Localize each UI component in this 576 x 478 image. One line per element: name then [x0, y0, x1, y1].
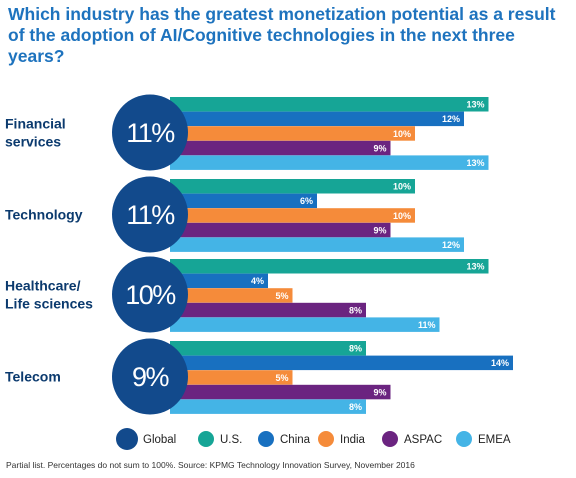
global-circle: [112, 338, 188, 415]
legend-swatch: [318, 431, 334, 447]
footnote: Partial list. Percentages do not sum to …: [6, 460, 415, 470]
bar-value-label: 10%: [393, 129, 411, 139]
legend-label: China: [280, 434, 311, 446]
bar: [170, 370, 293, 385]
bar: [170, 237, 464, 252]
bar-value-label: 6%: [300, 196, 313, 206]
bar-value-label: 14%: [491, 358, 509, 368]
global-circle: [112, 176, 188, 253]
bar: [170, 355, 513, 371]
bar-value-label: 13%: [466, 158, 484, 168]
category-labels-layer: Financial services Technology Healthcare/Li…: [5, 116, 93, 385]
bar: [170, 384, 391, 400]
legend-swatch: [198, 431, 214, 447]
global-circle: [112, 256, 188, 333]
bar-value-label: 5%: [275, 373, 288, 383]
category-label: Telecom: [5, 369, 61, 385]
bar-value-label: 12%: [442, 114, 460, 124]
bar-value-label: 11%: [418, 320, 436, 330]
category-label: Life sciences: [5, 296, 93, 312]
category-label: Healthcare/: [5, 278, 81, 294]
bar-value-label: 13%: [466, 262, 484, 272]
bar-value-label: 8%: [349, 344, 362, 354]
legend-label: India: [340, 434, 366, 446]
bar: [170, 111, 464, 127]
global-circles-layer: 11% 11% 10% 9%: [112, 94, 188, 415]
legend-label: ASPAC: [404, 434, 442, 446]
bar-value-label: 9%: [373, 225, 386, 235]
category-label: services: [5, 134, 61, 150]
bar-value-label: 4%: [251, 276, 264, 286]
bars-layer: 13% 12% 10% 9% 13% 10% 6% 10% 9% 12% 13% 4% 5% 8% 11% 8…: [170, 97, 513, 414]
bar-value-label: 10%: [393, 211, 411, 221]
bar-value-label: 13%: [466, 100, 484, 110]
legend-swatch: [456, 431, 472, 447]
bar-value-label: 9%: [373, 387, 386, 397]
legend-swatch: [382, 431, 398, 447]
bar: [170, 273, 268, 289]
bar-value-label: 8%: [349, 305, 362, 315]
bar: [170, 208, 415, 223]
bar-value-label: 5%: [275, 291, 288, 301]
bar: [170, 179, 415, 194]
legend: Global U.S. China India ASPAC EMEA: [116, 428, 511, 450]
bar: [170, 302, 366, 318]
global-value-label: 9%: [132, 362, 170, 392]
category-label: Financial: [5, 116, 66, 132]
bar: [170, 97, 489, 112]
bar: [170, 193, 317, 209]
bar: [170, 222, 391, 238]
legend-label: U.S.: [220, 434, 242, 446]
bar: [170, 140, 391, 156]
global-value-label: 10%: [125, 280, 176, 310]
global-circle: [112, 94, 188, 171]
bar-value-label: 8%: [349, 402, 362, 412]
bar-value-label: 10%: [393, 182, 411, 192]
chart-title: Which industry has the greatest monetiza…: [8, 4, 556, 66]
bar-value-label: 9%: [373, 143, 386, 153]
legend-swatch: [116, 428, 138, 450]
legend-label: Global: [143, 434, 176, 446]
bar: [170, 155, 489, 170]
bar: [170, 288, 293, 303]
category-label: Technology: [5, 207, 83, 223]
bar: [170, 126, 415, 141]
bar: [170, 259, 489, 274]
bar-value-label: 12%: [442, 240, 460, 250]
bar: [170, 399, 366, 414]
global-value-label: 11%: [126, 200, 175, 230]
legend-label: EMEA: [478, 434, 511, 446]
bar: [170, 317, 440, 332]
global-value-label: 11%: [126, 118, 175, 148]
bar: [170, 341, 366, 356]
legend-swatch: [258, 431, 274, 447]
